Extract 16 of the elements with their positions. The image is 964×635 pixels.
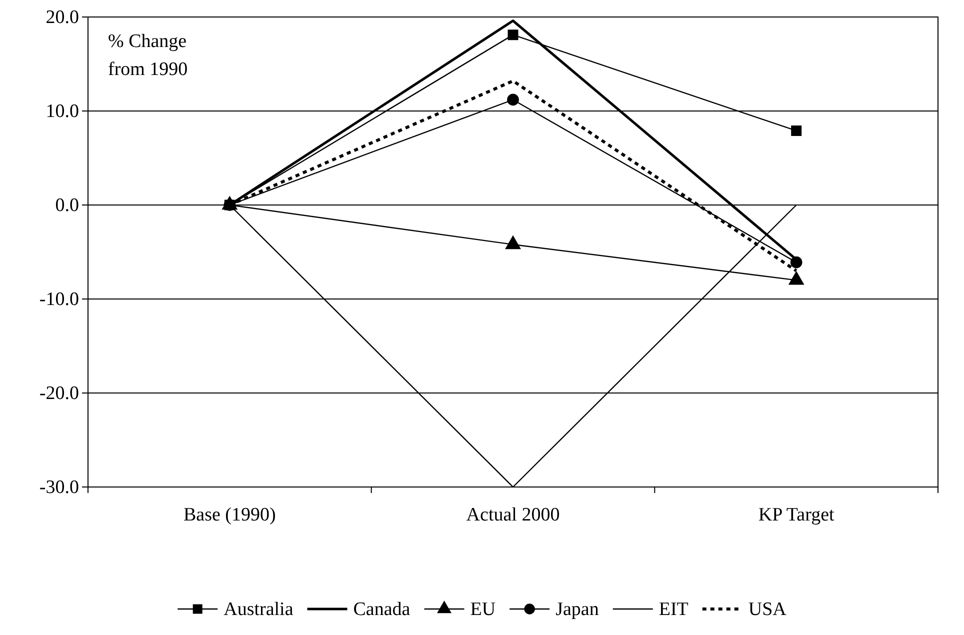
legend-label: EU — [470, 599, 496, 620]
y-tick-label: -20.0 — [39, 383, 79, 404]
legend-label: USA — [748, 599, 787, 620]
y-tick-label: 0.0 — [55, 195, 79, 216]
legend-label: EIT — [658, 599, 689, 620]
y-tick-label: -30.0 — [39, 477, 79, 498]
x-tick-label: Actual 2000 — [466, 504, 560, 526]
y-tick-label: 10.0 — [46, 101, 79, 122]
x-tick-label: Base (1990) — [183, 504, 276, 526]
legend-label: Japan — [556, 599, 600, 620]
legend-label: Canada — [353, 599, 411, 620]
y-tick-label: -10.0 — [39, 289, 79, 310]
legend-label: Australia — [224, 599, 294, 620]
y-tick-label: 20.0 — [46, 7, 79, 28]
annotation: % Change from 1990 — [108, 31, 188, 80]
x-tick-label: KP Target — [758, 504, 835, 526]
